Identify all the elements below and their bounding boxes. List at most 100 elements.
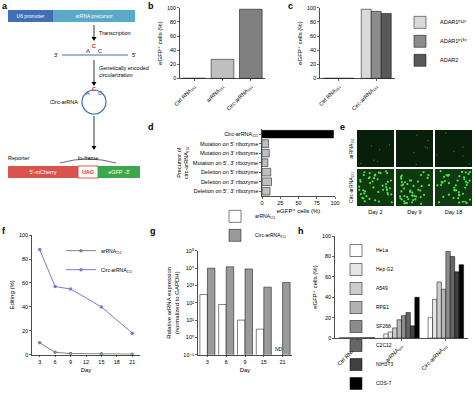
svg-text:6: 6: [225, 359, 228, 365]
svg-text:ADAR1ᵖ¹⁵⁰: ADAR1ᵖ¹⁵⁰: [440, 38, 468, 44]
svg-text:75: 75: [314, 200, 320, 206]
svg-text:Circ-arRNA₁₅₁: Circ-arRNA₁₅₁: [101, 267, 132, 273]
svg-text:25: 25: [277, 200, 283, 206]
svg-text:80: 80: [170, 19, 176, 25]
svg-text:100: 100: [307, 5, 316, 11]
svg-text:20: 20: [22, 328, 28, 334]
svg-text:Ctrl RNA₁₅₁: Ctrl RNA₁₅₁: [173, 83, 197, 107]
svg-text:U6 promoter: U6 promoter: [17, 13, 45, 19]
svg-text:100: 100: [19, 232, 28, 238]
svg-text:10⁵: 10⁵: [186, 248, 194, 254]
svg-text:Circ-arRNA: Circ-arRNA: [50, 99, 78, 105]
svg-text:ADAR2: ADAR2: [440, 57, 458, 63]
svg-text:c: c: [288, 1, 293, 11]
svg-text:eGFP⁺ cells (%): eGFP⁺ cells (%): [277, 208, 321, 214]
svg-text:50: 50: [295, 200, 301, 206]
svg-text:3: 3: [38, 359, 41, 365]
svg-text:Genetically encoded: Genetically encoded: [99, 65, 149, 71]
svg-text:0: 0: [173, 75, 176, 81]
svg-text:A: A: [86, 48, 91, 54]
svg-text:b: b: [148, 1, 154, 11]
svg-text:3: 3: [206, 359, 209, 365]
svg-text:60: 60: [310, 33, 316, 39]
svg-text:60: 60: [325, 274, 331, 280]
svg-text:g: g: [150, 226, 156, 236]
svg-text:20: 20: [310, 61, 316, 67]
svg-text:40: 40: [170, 47, 176, 53]
svg-text:Circ-arRNA₁₅₁: Circ-arRNA₁₅₁: [351, 83, 379, 111]
svg-text:40: 40: [325, 294, 331, 300]
svg-text:40: 40: [310, 47, 316, 53]
svg-text:arRNA precursor: arRNA precursor: [75, 13, 113, 19]
svg-text:ND: ND: [275, 346, 283, 352]
svg-text:COS-7: COS-7: [376, 380, 392, 386]
svg-text:C2C12: C2C12: [376, 342, 392, 348]
svg-text:Circ-arRNA₁₅₁: Circ-arRNA₁₅₁: [225, 83, 253, 111]
svg-text:eGFP⁺ cells (%): eGFP⁺ cells (%): [312, 265, 318, 309]
svg-text:C: C: [98, 90, 102, 96]
svg-text:In-frame: In-frame: [78, 155, 98, 161]
svg-text:C: C: [98, 48, 103, 54]
svg-text:10⁴: 10⁴: [186, 265, 195, 271]
svg-text:a: a: [2, 1, 8, 11]
svg-text:Transcription: Transcription: [99, 30, 131, 36]
svg-text:9: 9: [69, 359, 72, 365]
svg-text:10¹: 10¹: [186, 317, 194, 323]
svg-text:100: 100: [330, 200, 339, 206]
svg-text:Circ-arRNA₁₅₁: Circ-arRNA₁₅₁: [255, 232, 286, 238]
svg-text:f: f: [2, 226, 6, 236]
svg-text:NIH3T3: NIH3T3: [376, 361, 393, 367]
svg-text:Day: Day: [81, 367, 92, 373]
svg-text:circularization: circularization: [99, 72, 133, 78]
svg-text:Day 18: Day 18: [445, 209, 462, 215]
svg-text:eGFP -3': eGFP -3': [108, 169, 130, 175]
svg-text:Relative arRNA expression(norm: Relative arRNA expression(normalized to …: [166, 267, 180, 339]
svg-text:21: 21: [129, 359, 135, 365]
svg-text:ADAR1ᵖ¹¹⁰: ADAR1ᵖ¹¹⁰: [440, 19, 467, 25]
svg-text:UAG: UAG: [82, 169, 94, 175]
svg-text:3': 3': [54, 52, 58, 58]
svg-text:Precursor ofcirc-arRNA₁₅₁: Precursor ofcirc-arRNA₁₅₁: [176, 146, 189, 179]
svg-text:0: 0: [328, 335, 331, 341]
svg-text:HeLa: HeLa: [376, 247, 388, 253]
svg-text:15: 15: [261, 359, 267, 365]
svg-text:100: 100: [167, 5, 176, 11]
svg-text:Editing (%): Editing (%): [9, 280, 15, 309]
svg-text:12: 12: [83, 359, 89, 365]
svg-text:arRNA₁₅₁: arRNA₁₅₁: [205, 83, 225, 103]
svg-text:100: 100: [322, 233, 331, 239]
svg-text:Circ-arRNA₁₅₁: Circ-arRNA₁₅₁: [224, 131, 258, 137]
svg-text:C: C: [92, 86, 96, 92]
svg-text:Deletion on 5' ribozyme: Deletion on 5' ribozyme: [201, 169, 258, 175]
svg-text:6: 6: [54, 359, 57, 365]
svg-text:15: 15: [98, 359, 104, 365]
svg-text:21: 21: [280, 359, 286, 365]
svg-text:Mutation on 5' ribozyme: Mutation on 5' ribozyme: [200, 141, 258, 147]
svg-text:SF268: SF268: [376, 323, 391, 329]
svg-text:h: h: [298, 226, 304, 236]
svg-text:eGFP⁺ cells (%): eGFP⁺ cells (%): [297, 21, 303, 65]
svg-text:Circ-arRNA₁₅₁: Circ-arRNA₁₅₁: [420, 343, 448, 371]
svg-text:5'-mCherry: 5'-mCherry: [29, 169, 56, 175]
svg-text:10²: 10²: [186, 300, 194, 306]
svg-text:Ctrl RNA₁₅₁: Ctrl RNA₁₅₁: [318, 83, 342, 107]
svg-text:A: A: [86, 90, 90, 96]
svg-text:10⁻¹: 10⁻¹: [183, 352, 194, 358]
svg-text:60: 60: [170, 33, 176, 39]
svg-text:20: 20: [325, 315, 331, 321]
svg-text:Deletion on 5', 3' ribozyme: Deletion on 5', 3' ribozyme: [194, 188, 258, 194]
svg-text:arRNA₁₅₁: arRNA₁₅₁: [255, 213, 276, 219]
svg-text:0: 0: [260, 200, 263, 206]
svg-text:arRNA₁₅₁: arRNA₁₅₁: [348, 138, 354, 159]
svg-text:80: 80: [325, 253, 331, 259]
svg-text:0: 0: [313, 75, 316, 81]
svg-text:20: 20: [170, 61, 176, 67]
svg-text:10³: 10³: [186, 282, 194, 288]
svg-text:40: 40: [22, 304, 28, 310]
svg-text:Day 2: Day 2: [368, 209, 382, 215]
svg-text:Deletion on 3' ribozyme: Deletion on 3' ribozyme: [201, 179, 258, 185]
svg-text:Mutation on 3' ribozyme: Mutation on 3' ribozyme: [200, 150, 258, 156]
svg-text:Circ-arRNA₁₅₁: Circ-arRNA₁₅₁: [348, 172, 354, 203]
svg-text:C: C: [92, 43, 97, 49]
svg-text:Hep G2: Hep G2: [376, 266, 393, 272]
